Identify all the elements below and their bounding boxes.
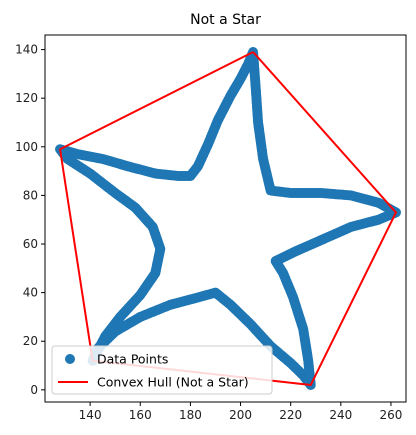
axes-frame [44, 34, 407, 403]
y-tick-label: 20 [23, 334, 38, 348]
y-tick-label: 0 [30, 383, 38, 397]
y-tick-label: 120 [15, 91, 38, 105]
legend-label-convex-hull: Convex Hull (Not a Star) [97, 375, 249, 390]
y-axis-ticks: 0 20 40 60 80 100 120 140 [15, 43, 45, 397]
x-axis-ticks: 140 160 180 200 220 240 260 [79, 402, 403, 422]
y-tick-label: 80 [23, 188, 38, 202]
y-tick-label: 140 [15, 43, 38, 57]
legend-marker-data-points [65, 354, 75, 364]
x-tick-label: 180 [179, 408, 202, 422]
x-tick-label: 260 [380, 408, 403, 422]
y-tick-label: 40 [23, 286, 38, 300]
x-tick-label: 160 [129, 408, 152, 422]
x-tick-label: 220 [279, 408, 302, 422]
legend-label-data-points: Data Points [97, 352, 168, 367]
chart-title: Not a Star [190, 12, 261, 28]
legend: Data Points Convex Hull (Not a Star) [51, 345, 273, 395]
y-tick-label: 100 [15, 140, 38, 154]
x-tick-label: 240 [329, 408, 352, 422]
y-tick-label: 60 [23, 237, 38, 251]
legend-box [51, 345, 273, 395]
x-tick-label: 140 [79, 408, 102, 422]
x-tick-label: 200 [229, 408, 252, 422]
